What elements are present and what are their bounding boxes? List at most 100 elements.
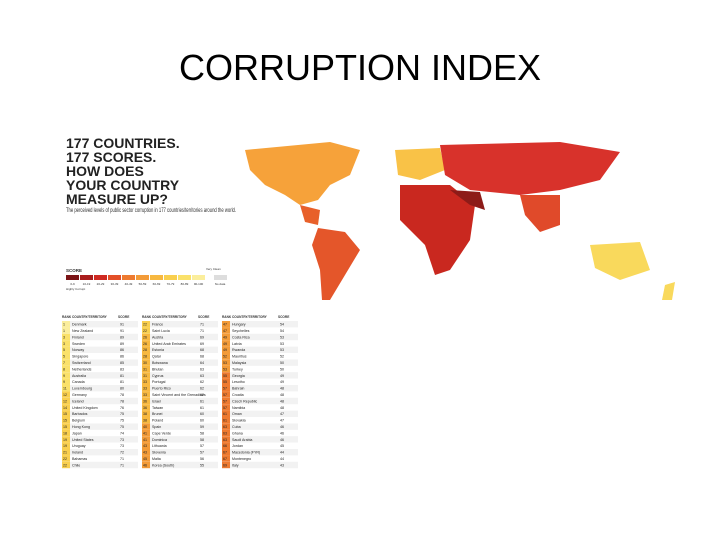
table-header: SCORE [118,315,129,319]
score: 69 [200,335,204,339]
headline-line: 177 SCORES. [66,149,156,165]
row-stripe [62,410,138,417]
rank-cell [142,397,150,405]
rank-cell [62,461,70,469]
legend-swatch [108,275,121,280]
legend-swatch [164,275,177,280]
score: 71 [200,323,204,327]
country: Montenegro [232,457,251,461]
rank-cell [142,404,150,411]
legend-swatch [66,275,79,280]
rank: 9 [63,374,65,378]
rank-cell [62,372,70,379]
country: Malaysia [232,361,246,365]
rank-cell [62,365,70,373]
table-header: RANK [142,315,152,319]
rank: 3 [63,342,65,346]
rank-cell [62,327,70,334]
score: 62 [200,380,204,384]
rank: 43 [143,451,147,455]
rank-cell [222,391,230,398]
score: 61 [200,399,204,403]
rank-cell [142,455,150,462]
score: 44 [280,451,284,455]
score: 63 [200,367,204,371]
row-stripe [62,385,138,392]
rank-cell [222,378,230,385]
rank: 40 [143,425,147,429]
legend-swatch [136,275,149,280]
score: 62 [200,387,204,391]
rank-cell [142,321,150,328]
legend-swatch [150,275,163,280]
country: Bahamas [72,457,87,461]
score: 75 [120,419,124,423]
country: Portugal [152,380,166,384]
score: 48 [280,387,284,391]
country: France [152,323,163,327]
rank: 1 [63,323,65,327]
rank: 67 [223,451,227,455]
rank-cell [62,449,70,456]
country: Italy [232,463,239,467]
country: Bahrain [232,387,244,391]
score: 68 [200,348,204,352]
headline-line: 177 COUNTRIES. [66,135,180,151]
rank: 33 [143,393,147,397]
row-stripe [222,461,298,469]
row-stripe [142,410,218,417]
rank: 5 [63,348,65,352]
rank-cell [222,423,230,430]
rank: 61 [223,419,227,423]
rank: 36 [143,399,147,403]
country: United States [72,438,94,442]
rank: 28 [143,348,147,352]
legend-label: 40-49 [125,282,133,286]
description: The perceived levels of public sector co… [66,207,236,214]
legend-label: 0-9 [70,282,75,286]
country: New Zealand [72,329,93,333]
country: Botswana [152,361,168,365]
rank-cell [222,461,230,469]
rank: 47 [223,323,227,327]
row-stripe [142,385,218,392]
rank-cell [62,385,70,392]
table-header: RANK [62,315,72,319]
country: Mauritius [232,355,247,359]
score: 53 [280,348,284,352]
rank-cell [222,455,230,462]
rank-cell [222,429,230,437]
rank: 9 [63,380,65,384]
country: Croatia [232,393,244,397]
row-stripe [142,321,218,328]
legend-label: 90-100 [194,282,204,286]
country: Saint Lucia [152,329,170,333]
rank: 63 [223,438,227,442]
rank: 30 [143,361,147,365]
country: Slovakia [232,419,246,423]
legend-label: 20-29 [97,282,105,286]
headline-line: MEASURE UP? [66,191,168,207]
score: 60 [200,419,204,423]
rank-cell [142,346,150,353]
table-header: COUNTRY/TERRITORY [152,315,188,319]
rank: 41 [143,438,147,442]
row-stripe [222,359,298,366]
country: Uruguay [72,444,86,448]
country: Finland [72,335,84,339]
rank-cell [142,333,150,341]
rank-cell [142,378,150,385]
rank: 52 [223,355,227,359]
row-stripe [222,397,298,405]
score: 60 [200,412,204,416]
country: Costa Rica [232,335,250,339]
row-stripe [142,346,218,353]
rank: 5 [63,355,65,359]
central-america [300,205,320,225]
rank-cell [222,333,230,341]
table-header: SCORE [278,315,289,319]
legend-swatch [80,275,93,280]
row-stripe [222,321,298,328]
country: Ghana [232,431,243,435]
